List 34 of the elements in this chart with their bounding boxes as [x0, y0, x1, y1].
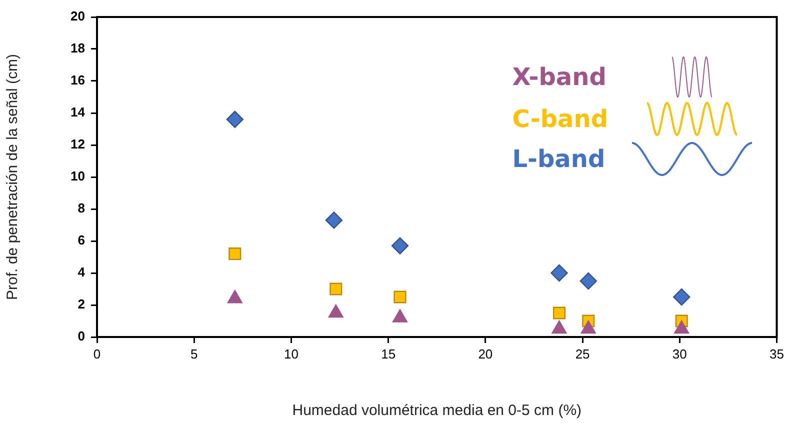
y-tick-label: 4 [78, 264, 86, 280]
point [550, 264, 568, 282]
point [226, 110, 244, 128]
y-tick-label: 8 [78, 200, 85, 216]
legend-label: C-band [512, 104, 608, 135]
x-tick-label: 10 [284, 346, 298, 362]
x-axis-title: Humedad volumétrica media en 0-5 cm (%) [292, 402, 582, 420]
point [580, 272, 597, 290]
point [552, 306, 566, 320]
point [325, 212, 343, 229]
y-axis-title: Prof. de penetración de la señal (cm) [4, 54, 22, 300]
legend-label: L-band [512, 144, 606, 175]
text: X-band [512, 62, 608, 93]
y-tick-label: 2 [78, 296, 85, 312]
x-tick-label: 25 [575, 346, 590, 362]
x-tick-label: 20 [478, 346, 493, 362]
x-tick-label: 5 [190, 346, 198, 362]
x-tick-label: 30 [672, 346, 687, 362]
y-tick-label: 16 [70, 72, 85, 88]
y-tick-label: 10 [70, 168, 85, 184]
y-tick-label: 20 [70, 8, 85, 24]
y-tick-label: 18 [70, 40, 85, 56]
x-tick-label: 35 [770, 346, 784, 362]
point [391, 237, 409, 254]
y-tick-label: 12 [70, 136, 85, 152]
x-tick-label: 0 [93, 346, 101, 362]
y-tick-label: 0 [78, 328, 85, 344]
y-tick-label: 6 [78, 232, 85, 248]
x-tick-label: 15 [381, 346, 396, 362]
point [394, 290, 406, 304]
point [330, 282, 342, 296]
point [673, 288, 690, 306]
point [228, 248, 242, 260]
y-tick-label: 14 [70, 104, 86, 120]
